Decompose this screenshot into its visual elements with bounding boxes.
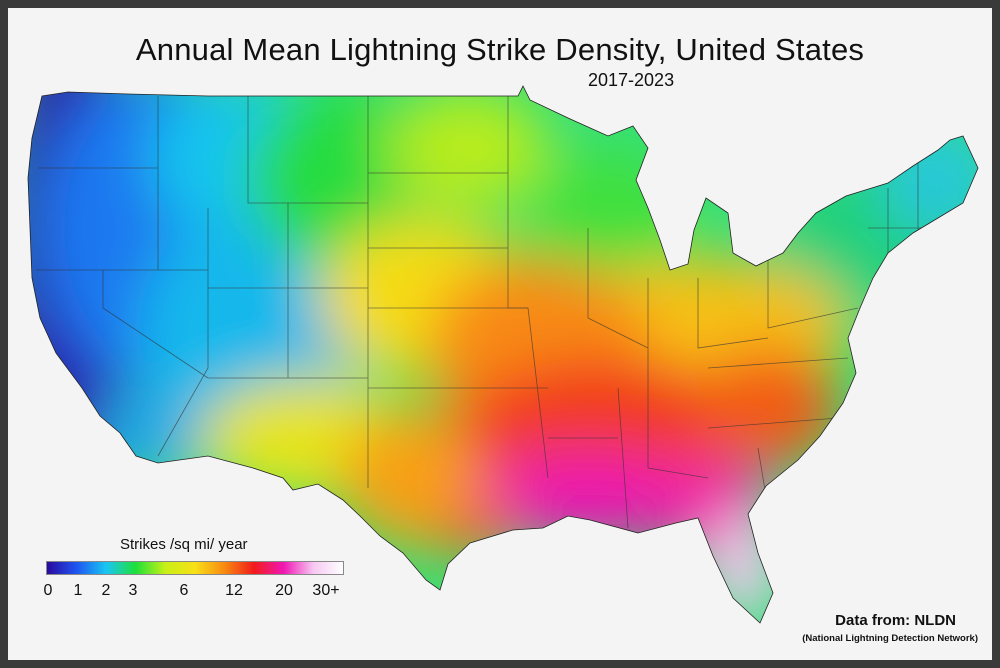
data-source: Data from: NLDN	[835, 612, 956, 629]
legend-tick-0: 0	[43, 582, 53, 599]
legend-title: Strikes /sq mi/ year	[120, 536, 248, 553]
data-source-full: (National Lightning Detection Network)	[802, 633, 978, 644]
map-frame: Annual Mean Lightning Strike Density, Un…	[8, 8, 992, 660]
legend-color-scale	[46, 561, 344, 575]
lightning-density-map	[27, 85, 979, 624]
legend-tick-6: 20	[275, 582, 293, 599]
state-borders	[36, 96, 948, 529]
legend-tick-1: 1	[73, 582, 83, 599]
map-title: Annual Mean Lightning Strike Density, Un…	[135, 32, 865, 67]
legend-tick-3: 3	[128, 582, 138, 599]
legend-tick-2: 2	[101, 582, 111, 599]
legend-tick-7: 30+	[312, 582, 340, 599]
year-range: 2017-2023	[588, 70, 675, 90]
legend-tick-4: 6	[179, 582, 189, 599]
legend-tick-5: 12	[225, 582, 243, 599]
